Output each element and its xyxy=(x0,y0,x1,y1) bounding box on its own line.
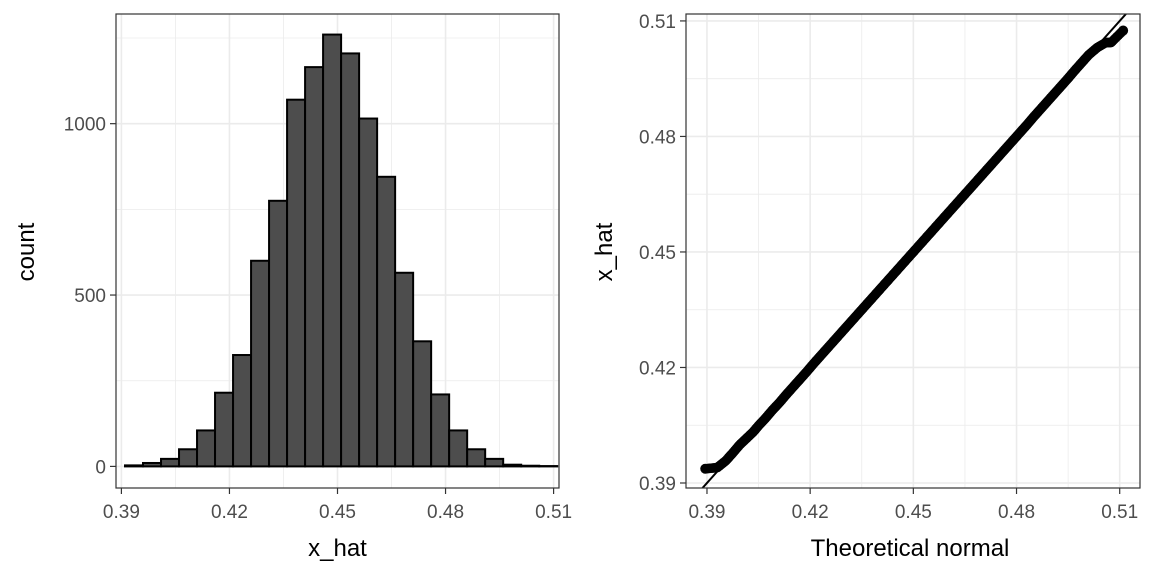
histogram-bars xyxy=(124,33,559,468)
histogram-bar xyxy=(376,175,397,468)
histogram-x-tick-label: 0.42 xyxy=(211,502,248,523)
histogram-bar xyxy=(484,457,505,468)
histogram-y-tick-label: 500 xyxy=(74,286,106,307)
qq-y-tick-label: 0.45 xyxy=(639,243,676,264)
histogram-y-tick-label: 0 xyxy=(95,457,106,478)
histogram-bar xyxy=(340,52,361,468)
qq-y-tick-label: 0.51 xyxy=(639,12,676,33)
histogram-bar xyxy=(268,199,289,468)
histogram-bar xyxy=(178,448,199,468)
qq-y-axis-title: x_hat xyxy=(591,222,618,281)
qq-x-tick-label: 0.39 xyxy=(688,502,725,523)
qq-x-axis-title: Theoretical normal xyxy=(811,535,1010,562)
histogram-bar xyxy=(142,461,163,468)
qq-y-ticks: 0.39 0.42 0.45 0.48 0.51 xyxy=(639,12,686,495)
histogram-bar xyxy=(448,429,469,468)
qq-plot-panel: 0.39 0.42 0.45 0.48 0.51 0.39 0.42 0.45 0.48 0.5… xyxy=(591,12,1141,562)
qq-y-tick-label: 0.48 xyxy=(639,127,676,148)
qq-point xyxy=(1118,25,1129,36)
qq-x-ticks: 0.39 0.42 0.45 0.48 0.51 xyxy=(688,488,1138,523)
qq-x-tick-label: 0.51 xyxy=(1101,502,1138,523)
histogram-y-ticks: 0 500 1000 xyxy=(64,115,116,478)
histogram-bar xyxy=(304,66,325,468)
qq-y-tick-label: 0.42 xyxy=(639,358,676,379)
histogram-bar xyxy=(322,33,343,468)
histogram-y-axis-title: count xyxy=(13,222,40,281)
histogram-x-axis-title: x_hat xyxy=(308,535,367,562)
histogram-bar xyxy=(124,464,145,468)
qq-x-tick-label: 0.42 xyxy=(792,502,829,523)
qq-point xyxy=(700,463,711,474)
qq-points xyxy=(700,25,1129,474)
histogram-bar xyxy=(214,391,235,468)
histogram-x-tick-label: 0.51 xyxy=(535,502,572,523)
histogram-bar xyxy=(430,393,451,468)
qq-x-tick-label: 0.48 xyxy=(998,502,1035,523)
histogram-x-ticks: 0.39 0.42 0.45 0.48 0.51 xyxy=(103,488,572,523)
histogram-bar xyxy=(232,354,253,468)
histogram-bar xyxy=(250,259,271,468)
histogram-bar xyxy=(502,463,523,468)
histogram-bar xyxy=(394,271,415,468)
histogram-bar xyxy=(160,457,181,468)
qq-y-tick-label: 0.39 xyxy=(639,474,676,495)
histogram-bar xyxy=(196,429,217,468)
histogram-bar xyxy=(520,464,541,468)
histogram-x-tick-label: 0.39 xyxy=(103,502,140,523)
histogram-x-tick-label: 0.48 xyxy=(427,502,464,523)
histogram-bar xyxy=(358,117,379,468)
qq-x-tick-label: 0.45 xyxy=(895,502,932,523)
histogram-bar xyxy=(466,448,487,468)
histogram-x-tick-label: 0.45 xyxy=(319,502,356,523)
histogram-bar xyxy=(412,340,433,468)
histogram-bar xyxy=(286,98,307,468)
histogram-y-tick-label: 1000 xyxy=(64,115,106,136)
histogram-panel: 0.39 0.42 0.45 0.48 0.51 0 500 1000 x_hat coun… xyxy=(13,13,572,562)
qq-plot-data-layer xyxy=(700,14,1129,488)
